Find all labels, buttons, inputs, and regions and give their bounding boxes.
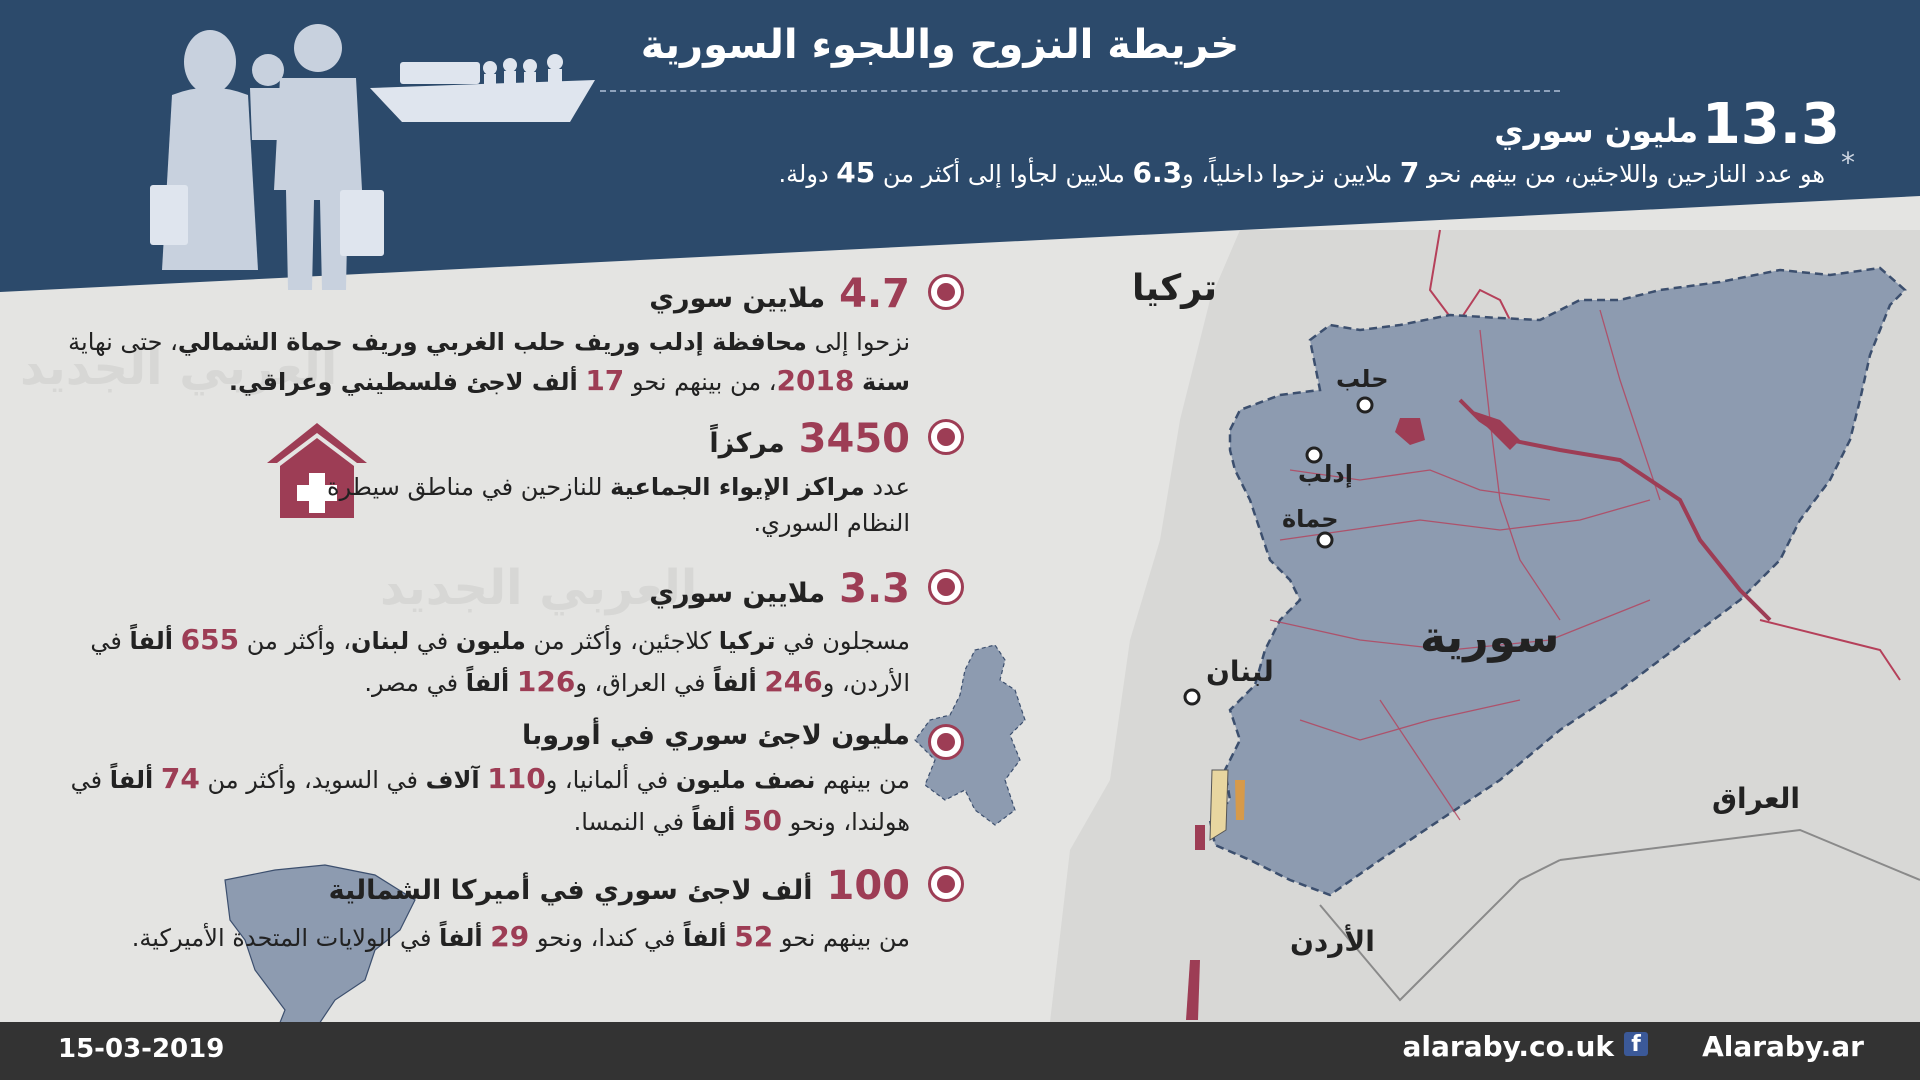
facebook-icon[interactable]: f	[1624, 1032, 1648, 1057]
footer-bar	[0, 1022, 1920, 1080]
stat-shelter-centers: 3450مركزاً عدد مراكز الإيواء الجماعية لل…	[310, 415, 964, 541]
map-label-hama: حماة	[1282, 505, 1339, 533]
refugee-family-icon	[150, 24, 595, 290]
map-label-idlib: إدلب	[1298, 460, 1353, 488]
bullet-icon	[928, 569, 964, 605]
map-label-lebanon: لبنان	[1206, 655, 1274, 688]
map-label-turkey: تركيا	[1132, 268, 1218, 309]
north-america-map-icon	[224, 864, 416, 1051]
europe-map-icon	[914, 644, 1026, 826]
map-label-syria: سورية	[1420, 612, 1560, 663]
shelter-house-icon	[267, 423, 367, 518]
total-unit: مليون سوري	[1494, 112, 1698, 150]
bullet-icon	[928, 866, 964, 902]
footnote-mark: *	[1841, 146, 1855, 179]
title-divider	[600, 90, 1560, 92]
map-label-jordan: الأردن	[1290, 925, 1375, 958]
bullet-icon	[928, 274, 964, 310]
total-number: 13.3	[1701, 92, 1840, 157]
facebook-page-link[interactable]: Alaraby.ar	[1702, 1030, 1864, 1063]
stat-idlib-displaced: 4.7ملايين سوري نزحوا إلى محافظة إدلب وري…	[50, 270, 964, 402]
page-title: خريطة النزوح واللجوء السورية	[640, 22, 1240, 68]
watermark: العربي الجديد	[20, 340, 338, 396]
summary-text: هو عدد النازحين واللاجئين، من بينهم نحو …	[778, 156, 1825, 189]
stat-europe-refugees: مليون لاجئ سوري في أوروبا من بينهم نصف م…	[50, 720, 964, 842]
stat-north-america-refugees: 100ألف لاجئ سوري في أميركا الشمالية من ب…	[50, 862, 964, 958]
publish-date: 15-03-2019	[58, 1034, 225, 1064]
map-label-aleppo: حلب	[1336, 365, 1389, 393]
website-link[interactable]: alaraby.co.uk	[1402, 1030, 1614, 1063]
bullet-icon	[928, 724, 964, 760]
map-label-iraq: العراق	[1712, 782, 1800, 815]
stat-neighbouring-refugees: 3.3ملايين سوري مسجلون في تركيا كلاجئين، …	[50, 565, 964, 703]
watermark: العربي الجديد	[380, 560, 698, 616]
bullet-icon	[928, 419, 964, 455]
